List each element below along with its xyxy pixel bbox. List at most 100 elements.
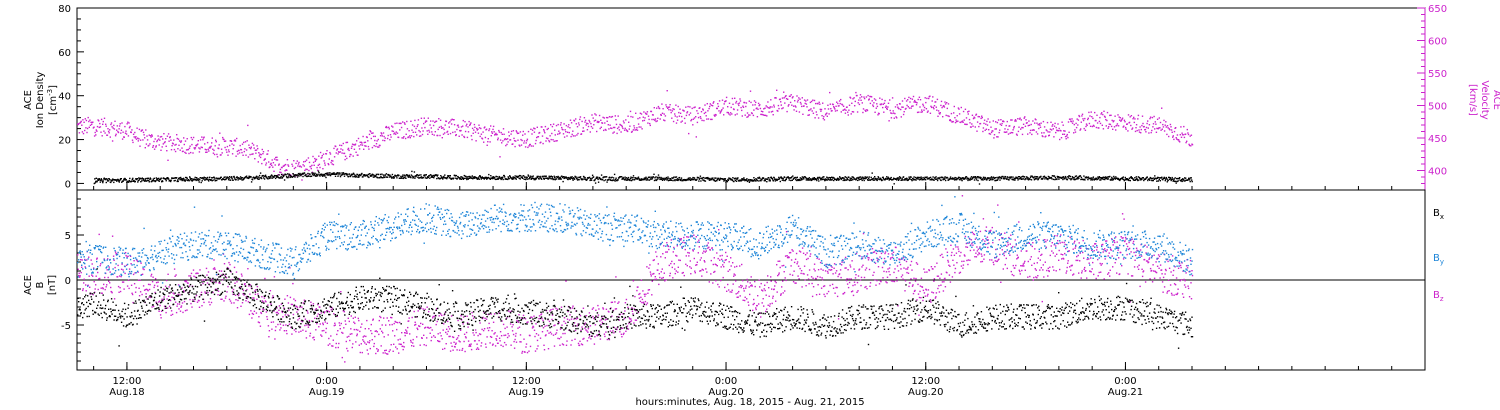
velocity-point <box>827 104 829 106</box>
density-point <box>1126 178 1128 180</box>
velocity-point <box>367 145 370 148</box>
density-point <box>1174 180 1176 183</box>
velocity-point <box>663 113 665 115</box>
density-point <box>828 178 830 181</box>
density-point <box>659 178 662 180</box>
velocity-point <box>323 160 325 162</box>
velocity-point <box>718 100 721 102</box>
density-point <box>256 176 258 178</box>
velocity-point <box>900 116 902 118</box>
velocity-point <box>1039 126 1042 128</box>
density-point <box>800 179 802 181</box>
bz-point <box>248 285 250 287</box>
velocity-point <box>131 139 134 141</box>
density-point <box>141 180 143 182</box>
bz-point <box>381 330 383 332</box>
x-tick-label-date: Aug.20 <box>708 387 743 398</box>
density-point <box>437 174 439 176</box>
density-point <box>698 180 700 182</box>
density-point <box>340 174 343 176</box>
density-point <box>978 177 980 179</box>
density-point <box>369 173 371 175</box>
density-point <box>408 175 410 178</box>
density-point <box>511 177 513 179</box>
bz-point <box>258 316 260 318</box>
velocity-point <box>803 99 806 101</box>
density-point <box>265 176 268 178</box>
density-point <box>111 179 113 181</box>
velocity-point <box>819 108 821 111</box>
density-point <box>531 176 533 178</box>
density-point <box>650 178 652 180</box>
velocity-point <box>371 146 374 149</box>
x-tick-label-time: 12:00 <box>911 376 940 387</box>
density-point <box>491 177 493 180</box>
velocity-point <box>902 106 904 108</box>
density-point <box>515 178 517 180</box>
bz-point <box>405 332 407 334</box>
density-point <box>237 179 239 181</box>
density-point <box>372 176 375 178</box>
bz-point <box>373 345 375 348</box>
density-point <box>487 176 489 179</box>
density-point <box>881 179 883 181</box>
bz-point <box>303 299 306 301</box>
velocity-point <box>550 124 552 126</box>
velocity-point <box>896 104 898 106</box>
density-point <box>979 176 981 178</box>
bz-point <box>153 284 156 287</box>
bz-point <box>171 313 174 316</box>
velocity-point <box>350 153 352 156</box>
velocity-point <box>702 109 704 111</box>
velocity-point <box>1003 120 1005 123</box>
density-point <box>1135 176 1137 178</box>
bz-point <box>237 294 240 297</box>
density-point <box>404 175 407 177</box>
velocity-point <box>519 131 522 133</box>
density-point <box>197 179 199 182</box>
density-point <box>1047 175 1050 178</box>
density-point <box>1145 178 1147 180</box>
velocity-point <box>1041 132 1043 134</box>
density-point <box>1020 177 1022 179</box>
velocity-point <box>463 135 465 138</box>
velocity-point <box>287 165 290 167</box>
velocity-point <box>1011 132 1014 134</box>
velocity-point <box>585 124 587 126</box>
density-point <box>976 176 979 178</box>
velocity-point <box>733 108 735 111</box>
density-point <box>229 179 232 181</box>
velocity-point <box>571 133 573 136</box>
density-point <box>549 176 551 178</box>
velocity-point <box>356 140 358 142</box>
velocity-point <box>956 115 958 117</box>
velocity-point <box>1004 128 1006 130</box>
bz-point <box>241 275 243 277</box>
density-point <box>701 177 704 179</box>
velocity-point <box>712 102 714 104</box>
density-point <box>636 178 639 180</box>
velocity-point <box>657 117 659 119</box>
bz-point <box>239 286 242 288</box>
density-point <box>735 180 738 182</box>
density-point <box>777 178 779 180</box>
velocity-point <box>553 140 555 142</box>
density-point <box>657 174 660 176</box>
density-point <box>654 179 657 181</box>
density-point <box>102 181 104 184</box>
density-point <box>756 179 759 181</box>
velocity-point <box>753 109 755 111</box>
velocity-point <box>527 146 529 149</box>
density-point <box>724 178 727 180</box>
density-point <box>583 178 586 180</box>
velocity-point <box>747 115 749 118</box>
density-point <box>833 179 835 182</box>
velocity-point <box>1160 129 1162 131</box>
velocity-point <box>503 138 506 141</box>
bz-point <box>318 326 320 328</box>
density-point <box>1045 177 1048 179</box>
velocity-point <box>391 125 393 127</box>
density-point <box>341 172 343 174</box>
density-point <box>335 173 337 175</box>
density-point <box>661 177 663 179</box>
